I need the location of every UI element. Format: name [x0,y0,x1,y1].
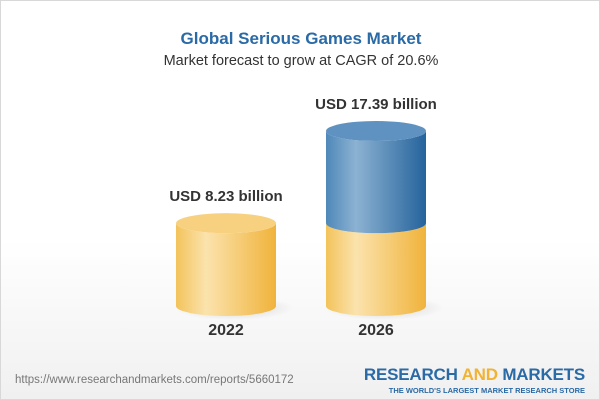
logo-tagline: THE WORLD'S LARGEST MARKET RESEARCH STOR… [388,386,585,395]
logo-text-and: AND [461,365,498,384]
logo-text: RESEARCH [363,365,462,384]
source-url[interactable]: https://www.researchandmarkets.com/repor… [15,374,294,386]
category-label: 2022 [208,322,244,339]
cylinder-growth-segment-2026 [326,131,426,234]
cylinder-bar-2022-top [176,213,276,234]
cylinder-growth-segment-2026-top [326,121,426,141]
chart-title: Global Serious Games Market [180,29,422,48]
cylinder-base-segment-2026 [326,223,426,316]
cylinder-bar-2022 [176,223,276,316]
data-label: USD 17.39 billion [315,96,437,113]
category-label: 2026 [358,322,394,339]
logo-text: MARKETS [497,365,585,384]
chart-subtitle: Market forecast to grow at CAGR of 20.6% [163,53,439,69]
research-and-markets-logo: RESEARCH AND MARKETS THE WORLD'S LARGEST… [364,365,585,395]
data-label: USD 8.23 billion [169,188,282,205]
cylinder-chart: USD 8.23 billion 2022 USD 17.39 billion 202… [169,96,444,339]
